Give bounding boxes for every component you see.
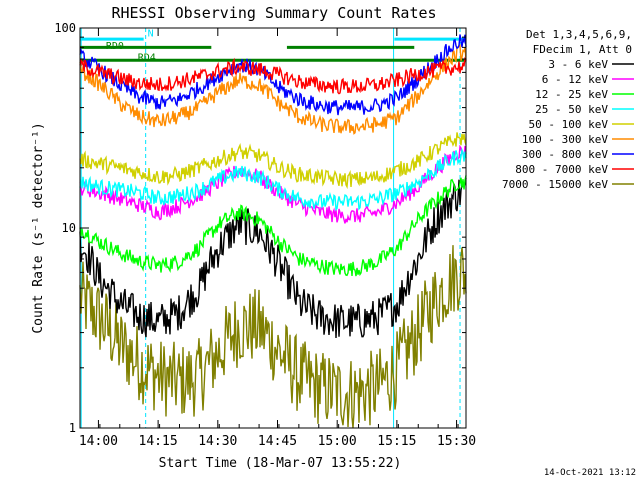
x-tick-label: 15:15 [377, 434, 416, 449]
legend: Det 1,3,4,5,6,9, FDecim 1, Att 0 3 - 6 keV… [502, 28, 634, 191]
legend-header: FDecim 1, Att 0 [533, 43, 632, 56]
x-tick-label: 14:30 [198, 434, 237, 449]
x-tick-label: 14:00 [79, 434, 118, 449]
y-axis-label: Count Rate (s⁻¹ detector⁻¹) [31, 122, 46, 333]
series-line-800-7000-kev [79, 56, 467, 95]
x-tick-label: 14:45 [258, 434, 297, 449]
x-tick-label: 15:00 [318, 434, 357, 449]
x-axis-label: Start Time (18-Mar-07 13:55:22) [159, 456, 402, 471]
legend-label-800-7000-kev: 800 - 7000 keV [515, 163, 608, 176]
footer-timestamp: 14-Oct-2021 13:12 [544, 468, 636, 478]
annotation-n: N [148, 28, 154, 39]
legend-label-12-25-kev: 12 - 25 keV [535, 88, 608, 101]
y-tick-label: 100 [54, 21, 76, 35]
y-tick-label: 1 [69, 421, 76, 435]
chart-title: RHESSI Observing Summary Count Rates [111, 4, 436, 22]
legend-label-50-100-kev: 50 - 100 keV [529, 118, 609, 131]
series-line-7000-15000-kev [79, 245, 467, 429]
legend-label-3-6-kev: 3 - 6 keV [548, 58, 608, 71]
axis-layer: 14:00 14:15 14:30 14:45 15:00 15:15 15:30 1 10 10… [54, 21, 476, 449]
series-line-12-25-kev [79, 175, 467, 277]
legend-label-25-50-kev: 25 - 50 keV [535, 103, 608, 116]
series-layer [79, 34, 467, 429]
legend-header: Det 1,3,4,5,6,9, [526, 28, 632, 41]
y-tick-label: 10 [62, 221, 76, 235]
x-tick-label: 14:15 [139, 434, 178, 449]
series-line-3-6-kev [79, 177, 467, 339]
series-line-100-300-kev [79, 44, 467, 135]
annotation-rd4: RD4 [138, 53, 156, 64]
series-line-300-800-kev [79, 34, 467, 116]
series-line-50-100-kev [79, 132, 467, 190]
legend-label-300-800-kev: 300 - 800 keV [522, 148, 608, 161]
x-tick-label: 15:30 [437, 434, 476, 449]
legend-label-7000-15000-kev: 7000 - 15000 keV [502, 178, 608, 191]
annotation-rd0: RD0 [106, 41, 124, 52]
legend-label-100-300-kev: 100 - 300 keV [522, 133, 608, 146]
series-line-25-50-kev [79, 147, 467, 212]
legend-label-6-12-kev: 6 - 12 keV [542, 73, 609, 86]
